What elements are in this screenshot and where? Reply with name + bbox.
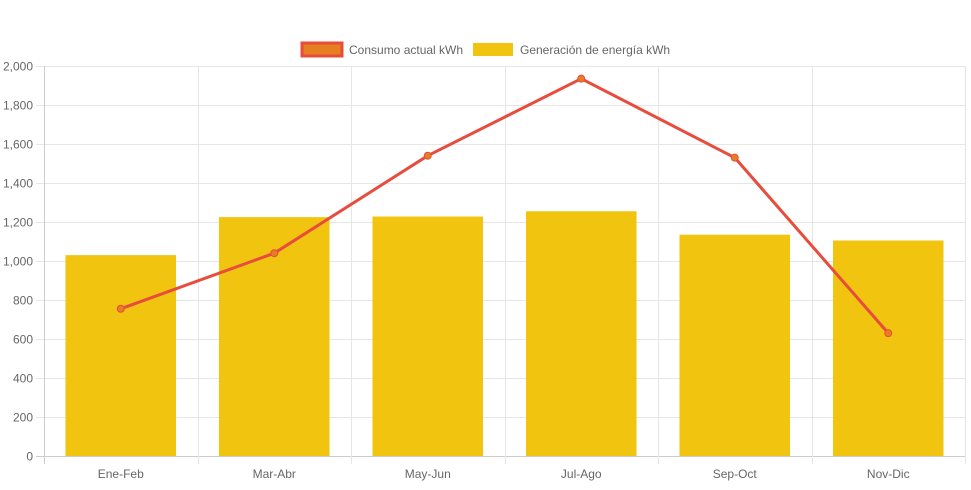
grid-layer bbox=[36, 66, 966, 464]
x-tick-label: Jul-Ago bbox=[561, 467, 602, 481]
line-layer bbox=[116, 74, 893, 338]
legend-item-generacion[interactable]: Generación de energía kWh bbox=[473, 43, 670, 57]
bar-generacion-jul-ago[interactable] bbox=[525, 211, 637, 456]
legend-label-consumo: Consumo actual kWh bbox=[349, 43, 463, 57]
axis-layer: 0 200 400 600 800 1,000 1,200 1,400 1,600 1,800 2,… bbox=[3, 60, 910, 482]
x-tick-label: Ene-Feb bbox=[98, 467, 144, 481]
line-consumo bbox=[120, 77, 890, 335]
x-tick-label: Sep-Oct bbox=[713, 467, 758, 481]
y-tick-label: 2,000 bbox=[3, 60, 33, 74]
legend-swatch-generacion bbox=[473, 43, 513, 56]
bar-generacion-nov-dic[interactable] bbox=[832, 240, 944, 456]
y-tick-label: 1,200 bbox=[3, 216, 33, 230]
y-tick-label: 1,600 bbox=[3, 138, 33, 152]
x-tick-label: Nov-Dic bbox=[867, 467, 910, 481]
point-consumo-may-jun[interactable] bbox=[423, 151, 432, 160]
point-consumo-sep-oct[interactable] bbox=[730, 153, 739, 162]
y-tick-label: 1,400 bbox=[3, 177, 33, 191]
y-tick-label: 200 bbox=[13, 411, 33, 425]
y-tick-label: 800 bbox=[13, 294, 33, 308]
point-consumo-ene-feb[interactable] bbox=[116, 304, 125, 313]
legend-label-generacion: Generación de energía kWh bbox=[520, 43, 670, 57]
y-tick-label: 1,800 bbox=[3, 99, 33, 113]
point-consumo-nov-dic[interactable] bbox=[884, 329, 893, 338]
y-tick-label: 600 bbox=[13, 333, 33, 347]
legend-item-consumo[interactable]: Consumo actual kWh bbox=[300, 41, 463, 58]
point-consumo-mar-abr[interactable] bbox=[270, 249, 279, 258]
y-tick-label: 400 bbox=[13, 372, 33, 386]
legend: Consumo actual kWh Generación de energía… bbox=[300, 41, 670, 58]
x-tick-label: May-Jun bbox=[405, 467, 451, 481]
bar-generacion-ene-feb[interactable] bbox=[65, 255, 177, 456]
legend-swatch-consumo bbox=[300, 41, 344, 58]
y-tick-label: 0 bbox=[26, 450, 33, 464]
point-consumo-jul-ago[interactable] bbox=[577, 74, 586, 83]
x-tick-label: Mar-Abr bbox=[253, 467, 296, 481]
bar-generacion-may-jun[interactable] bbox=[372, 216, 484, 456]
bar-layer bbox=[65, 211, 944, 456]
y-tick-label: 1,000 bbox=[3, 255, 33, 269]
bar-generacion-sep-oct[interactable] bbox=[679, 234, 791, 456]
